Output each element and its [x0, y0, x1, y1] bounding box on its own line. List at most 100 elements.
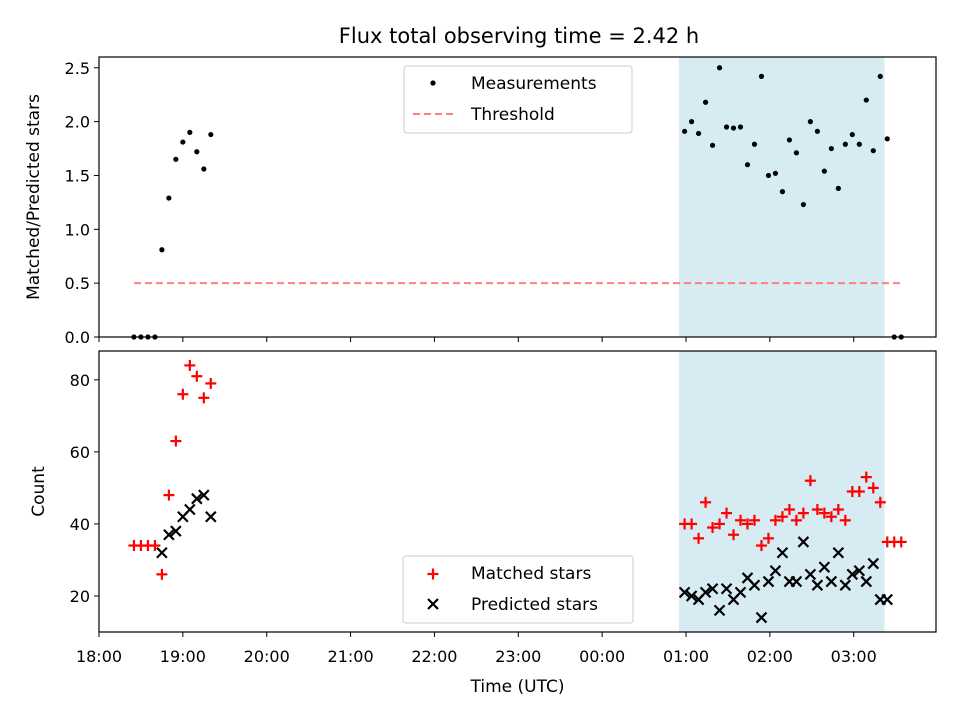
matched-star-point	[177, 388, 189, 400]
matched-star-point	[874, 496, 886, 508]
measurement-point	[702, 99, 709, 105]
measurement-point	[723, 124, 730, 130]
predicted-star-point	[713, 604, 726, 617]
measurement-point	[758, 73, 765, 79]
top-y-tick-label: 0.5	[65, 274, 90, 293]
predicted-star-point	[198, 489, 210, 501]
top-y-tick-label: 2.5	[65, 59, 90, 78]
top-y-tick-label: 1.0	[65, 220, 90, 239]
legend-matched-stars-marker	[427, 568, 439, 580]
measurement-point	[849, 131, 855, 138]
predicted-star-point	[867, 557, 880, 570]
bottom-y-axis-label: Count	[29, 466, 49, 517]
top-y-tick-label: 2.0	[65, 113, 90, 132]
predicted-star-point	[769, 564, 782, 577]
predicted-star-point	[776, 546, 789, 559]
bottom-y-tick-label: 60	[70, 443, 90, 462]
legend-predicted-stars-label: Predicted stars	[471, 595, 598, 615]
measurement-point	[884, 136, 890, 142]
measurement-point	[877, 73, 883, 79]
measurement-point	[194, 149, 200, 155]
x-tick-label: 01:00	[663, 647, 709, 666]
measurement-point	[856, 141, 862, 147]
measurement-point	[201, 166, 207, 172]
matched-star-point	[714, 518, 726, 530]
predicted-star-point	[860, 575, 873, 588]
measurement-point	[870, 148, 876, 154]
predicted-star-point	[755, 611, 768, 624]
measurement-point	[779, 189, 786, 195]
top-plot-frame	[98, 56, 937, 338]
measurement-point	[744, 162, 751, 168]
matched-star-point	[728, 529, 740, 541]
x-tick-label: 20:00	[244, 647, 290, 666]
x-tick-label: 22:00	[411, 647, 457, 666]
measurement-point	[187, 129, 193, 135]
matched-star-point	[860, 471, 872, 483]
legend-measurements-label: Measurements	[471, 74, 597, 94]
measurement-point	[765, 172, 772, 179]
predicted-star-point	[163, 528, 175, 541]
measurement-point	[180, 139, 186, 145]
measurement-point	[772, 170, 779, 176]
measurement-point	[730, 125, 737, 131]
matched-star-point	[700, 496, 712, 508]
predicted-star-point	[170, 525, 182, 537]
predicted-star-point	[156, 546, 168, 559]
predicted-star-point	[720, 582, 733, 595]
bottom-y-tick-label: 20	[70, 587, 90, 606]
matched-star-point	[832, 504, 844, 516]
measurement-point	[821, 168, 827, 174]
matched-star-point	[741, 518, 753, 530]
matched-star-point	[790, 514, 802, 526]
bottom-plot-frame	[98, 350, 937, 633]
matched-star-point	[163, 489, 175, 501]
matched-star-point	[804, 475, 816, 487]
predicted-star-point	[205, 510, 217, 523]
measurement-point	[709, 142, 716, 148]
predicted-star-point	[818, 561, 831, 573]
legend-measurements-marker	[430, 80, 436, 86]
measurement-point	[208, 131, 214, 138]
matched-star-point	[755, 540, 767, 552]
legend-cross-mark	[427, 598, 439, 610]
predicted-star-point	[685, 590, 698, 602]
chart-title: Flux total observing time = 2.42 h	[339, 24, 699, 48]
predicted-star-point	[762, 575, 775, 588]
measurement-point	[695, 130, 702, 137]
x-tick-label: 19:00	[160, 647, 206, 666]
matched-star-point	[184, 359, 196, 371]
measurement-point	[814, 128, 820, 134]
matched-star-point	[721, 507, 733, 519]
matched-star-point	[797, 507, 809, 519]
legend-predicted-stars-marker	[427, 598, 439, 610]
measurement-point	[800, 201, 807, 208]
x-tick-label: 00:00	[579, 647, 625, 666]
matched-star-point	[170, 435, 182, 447]
bottom-legend-box	[402, 555, 634, 624]
top-legend: Measurements Threshold	[403, 65, 633, 134]
legend-matched-stars-label: Matched stars	[471, 564, 591, 584]
measurement-point	[786, 137, 793, 143]
x-tick-label: 18:00	[76, 647, 122, 666]
measurement-point	[807, 119, 813, 125]
matched-star-point	[867, 482, 879, 494]
matched-star-point	[762, 532, 774, 544]
top-plot-marks	[131, 65, 904, 340]
predicted-star-point	[832, 546, 845, 559]
x-axis-label: Time (UTC)	[470, 677, 565, 697]
predicted-star-point	[734, 586, 747, 599]
matched-star-point	[707, 522, 719, 534]
matched-star-point	[776, 511, 788, 523]
matched-star-point	[205, 377, 217, 389]
measurement-point	[835, 185, 841, 191]
predicted-star-point	[191, 492, 203, 505]
predicted-star-point	[699, 586, 712, 599]
predicted-star-point	[748, 579, 761, 591]
bottom-y-tick-label: 80	[70, 371, 90, 390]
bottom-panel: 20 40 60 80 18:00 19:00 20:00 21:00 22:00 23:00 0…	[29, 350, 937, 697]
matched-star-point	[198, 392, 210, 404]
x-tick-label: 02:00	[747, 647, 793, 666]
top-legend-box	[403, 65, 633, 134]
predicted-star-point	[804, 568, 817, 581]
